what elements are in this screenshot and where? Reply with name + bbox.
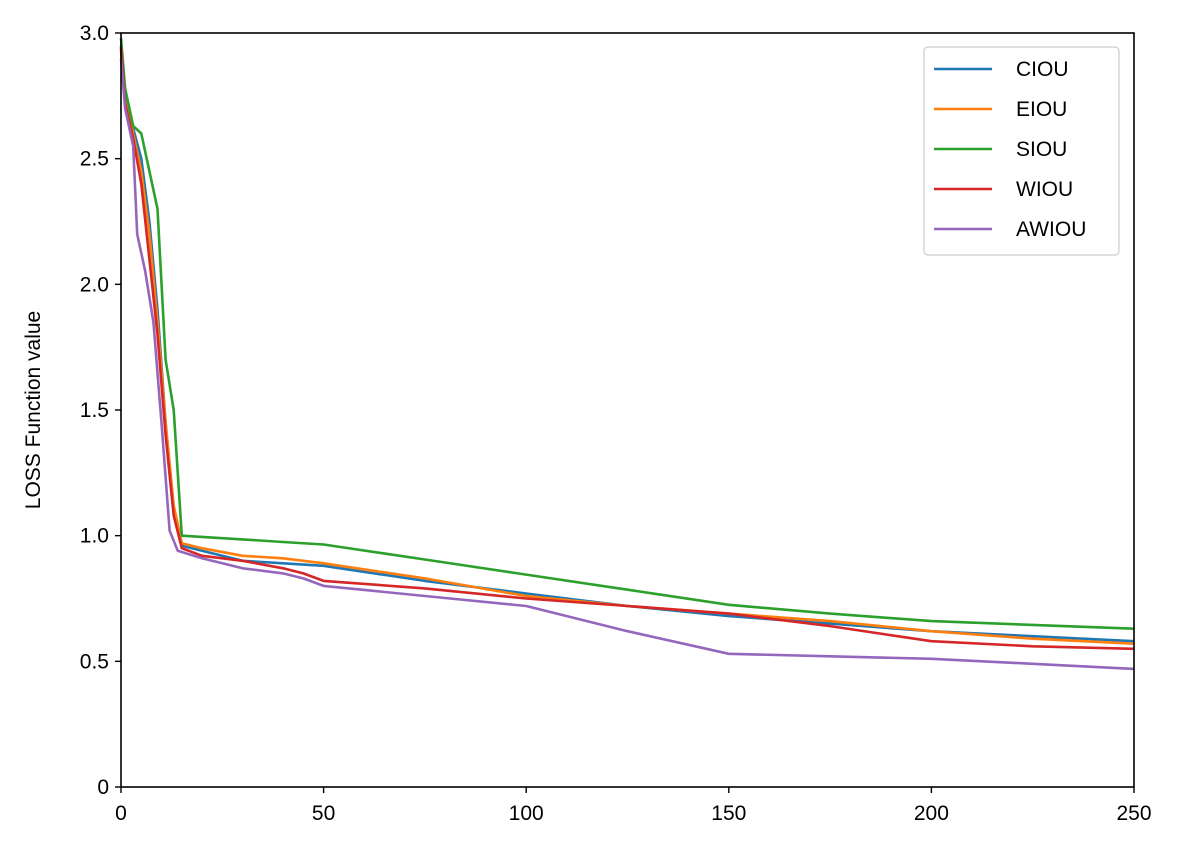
y-tick-label: 0 — [97, 776, 109, 799]
x-tick-label: 50 — [312, 802, 335, 825]
legend-label-siou: SIOU — [1016, 138, 1067, 161]
x-tick-label: 0 — [115, 802, 127, 825]
y-tick-label: 2.0 — [80, 273, 109, 296]
series-line-awiou — [119, 57, 1135, 671]
series-line-eiou — [119, 50, 1135, 645]
x-axis: 0 50 100 150 200 250 — [115, 787, 1152, 825]
y-tick-label: 1.0 — [80, 525, 109, 548]
series-line-wiou — [119, 48, 1135, 651]
x-tick-label: 150 — [711, 802, 746, 825]
y-axis-title: LOSS Function value — [22, 311, 45, 509]
y-tick-label: 3.0 — [80, 22, 109, 45]
x-tick-label: 100 — [509, 802, 544, 825]
legend-label-eiou: EIOU — [1016, 98, 1067, 121]
legend: CIOU EIOU SIOU WIOU AWIOU — [923, 46, 1120, 256]
legend-label-wiou: WIOU — [1016, 178, 1073, 201]
y-tick-label: 1.5 — [80, 399, 109, 422]
legend-label-ciou: CIOU — [1016, 58, 1069, 81]
plot-area — [119, 37, 1135, 671]
x-tick-label: 200 — [914, 802, 949, 825]
y-axis: 0 0.5 1.0 1.5 2.0 2.5 3.0 — [80, 22, 121, 799]
x-tick-label: 250 — [1116, 802, 1151, 825]
y-tick-label: 2.5 — [80, 148, 109, 171]
y-tick-label: 0.5 — [80, 650, 109, 673]
legend-box — [923, 46, 1120, 256]
legend-label-awiou: AWIOU — [1016, 218, 1086, 241]
series-line-siou — [119, 37, 1135, 630]
